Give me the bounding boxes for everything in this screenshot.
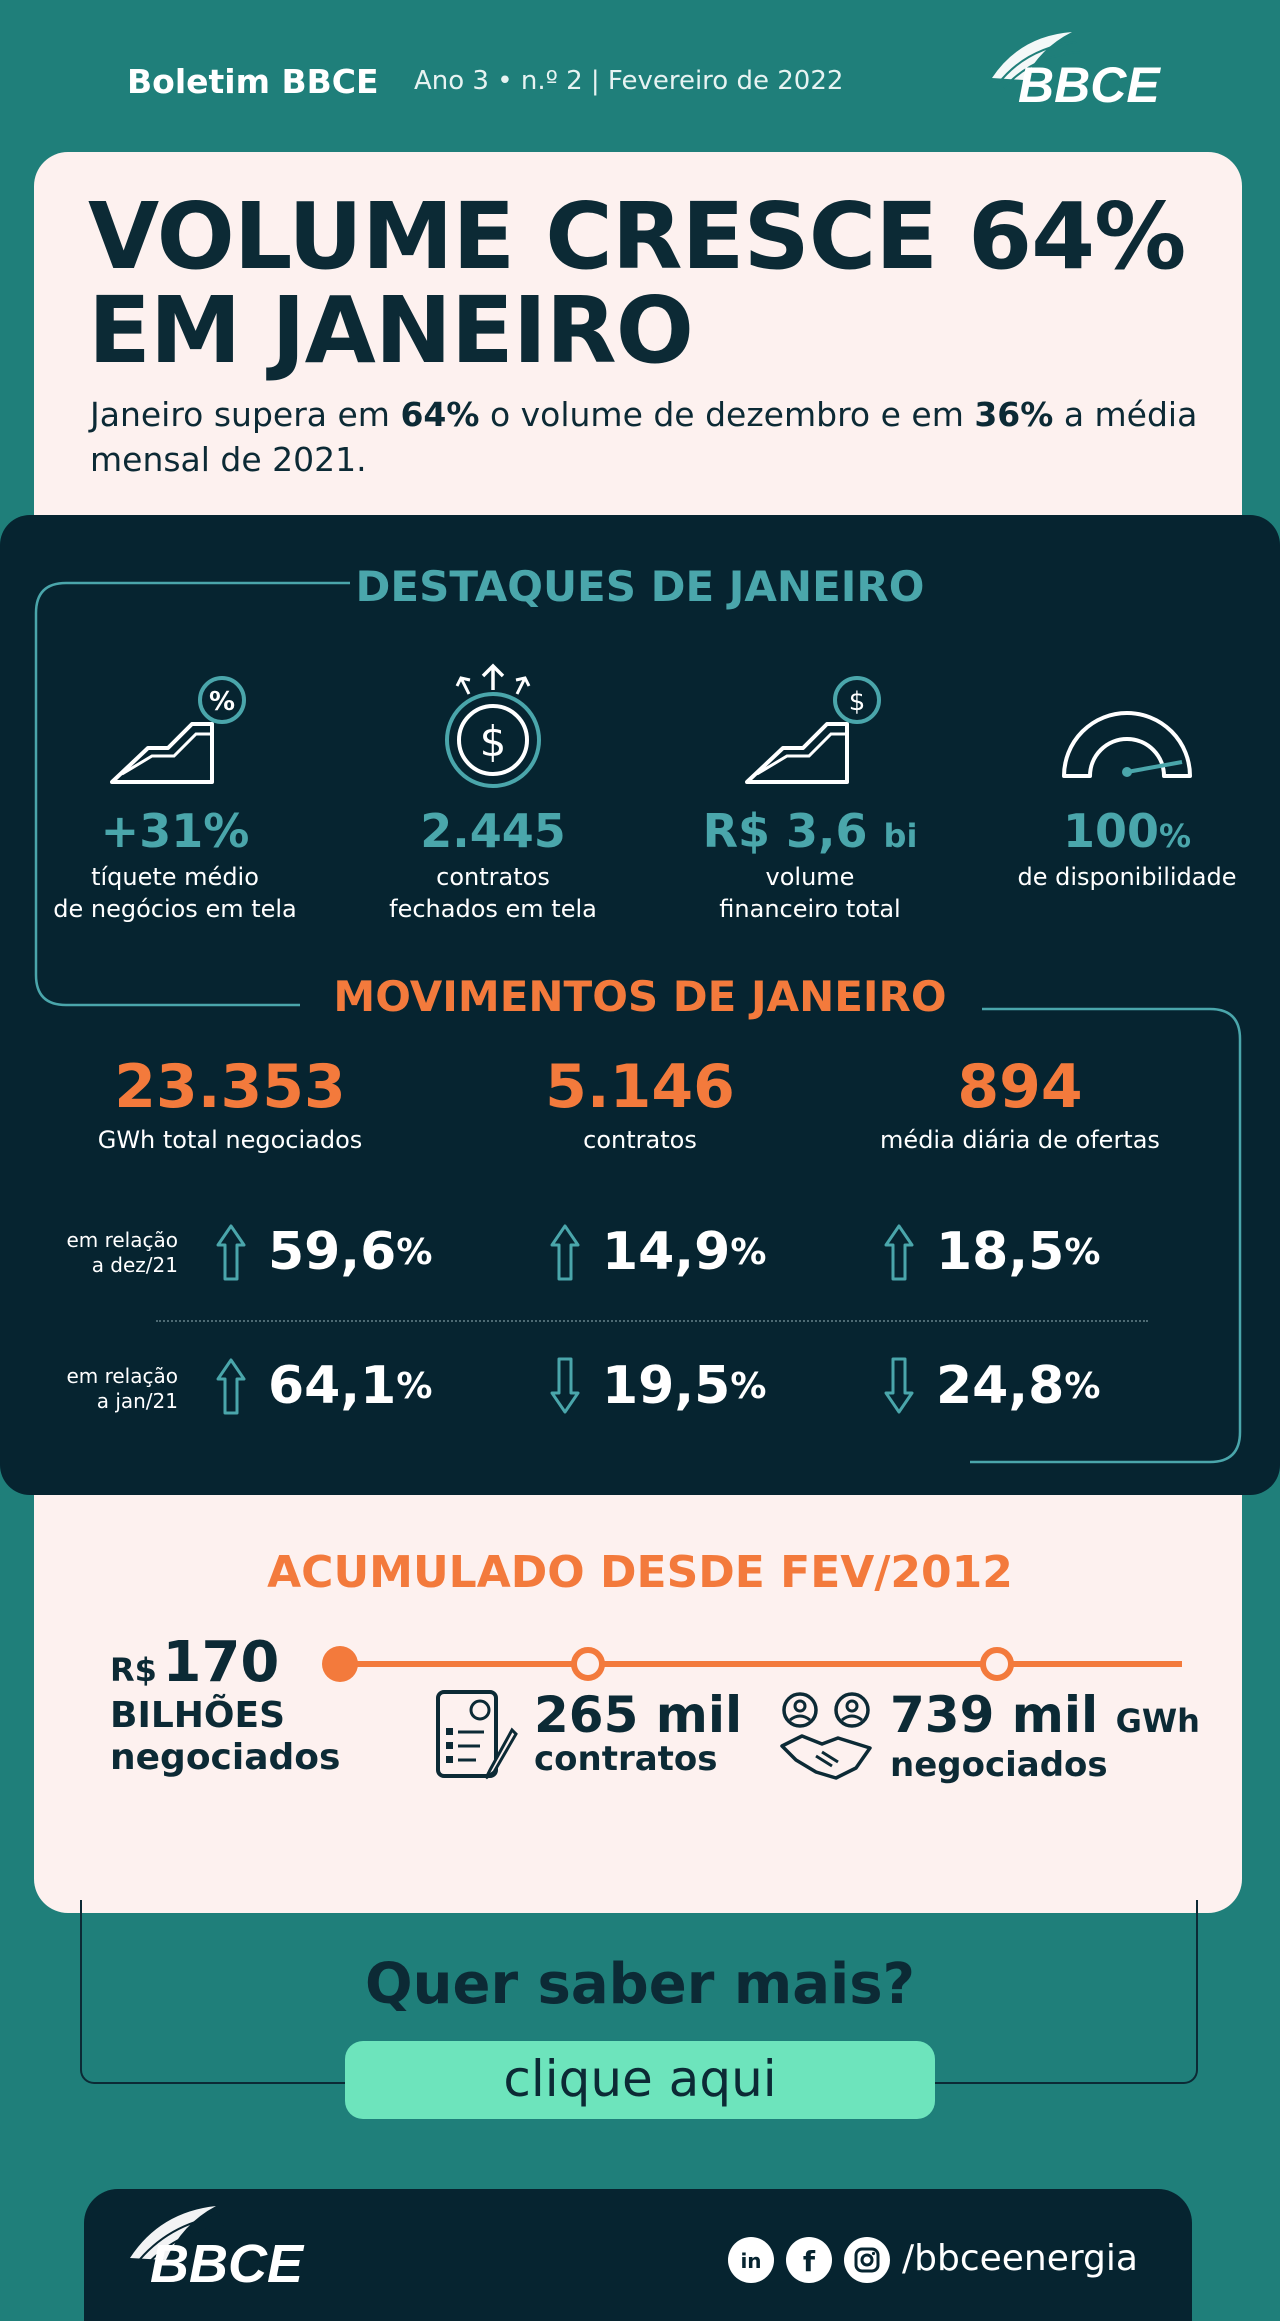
headline-card <box>34 152 1242 532</box>
linkedin-icon[interactable]: in <box>728 2237 774 2283</box>
arrow-up-icon <box>884 1224 914 1281</box>
facebook-icon[interactable]: f <box>786 2237 832 2283</box>
highlight-value: +31% <box>100 804 250 858</box>
arrow-up-icon <box>216 1358 246 1415</box>
timeline-line <box>340 1661 1182 1667</box>
handshake-icon <box>780 1692 872 1780</box>
svg-text:f: f <box>803 2245 816 2278</box>
row-divider <box>156 1320 1148 1322</box>
bbce-logo[interactable]: BBCE <box>980 28 1180 108</box>
movimentos-title: MOVIMENTOS DE JANEIRO <box>333 972 947 1021</box>
acumulado-title: ACUMULADO DESDE FEV/2012 <box>267 1547 1013 1598</box>
metric-label: média diária de ofertas <box>880 1126 1160 1154</box>
dollar-coin-icon: $ <box>445 663 541 788</box>
instagram-icon[interactable] <box>844 2237 890 2283</box>
issue-info: Ano 3 • n.º 2 | Fevereiro de 2022 <box>414 66 844 96</box>
bulletin-title: Boletim BBCE <box>127 62 379 101</box>
destaques-title: DESTAQUES DE JANEIRO <box>355 562 925 611</box>
footer <box>84 2189 1192 2321</box>
accumulated-contracts: 265 mil contratos <box>534 1686 743 1779</box>
row-label-jan21: em relação a jan/21 <box>66 1364 178 1413</box>
headline: VOLUME CRESCE 64% EM JANEIRO <box>88 190 1208 378</box>
accumulated-card <box>34 1495 1242 1913</box>
svg-text:$: $ <box>480 717 507 766</box>
highlight-value: 100 <box>1062 804 1159 858</box>
arrow-down-icon <box>884 1357 914 1414</box>
timeline-dot <box>571 1647 605 1681</box>
svg-text:$: $ <box>849 687 866 717</box>
timeline-start-dot <box>322 1646 358 1682</box>
svg-text:BBCE: BBCE <box>1018 57 1161 108</box>
timeline-dot <box>980 1647 1014 1681</box>
arrow-down-icon <box>550 1357 580 1414</box>
accumulated-money: R$ 170 BILHÕES negociados <box>110 1630 341 1778</box>
headline-line-1: VOLUME CRESCE 64% <box>88 183 1186 290</box>
highlight-label-2: financeiro total <box>719 895 901 923</box>
highlight-value: R$ 3,6 <box>702 804 868 858</box>
svg-text:%: % <box>209 687 235 717</box>
highlight-unit: % <box>1158 817 1192 855</box>
growth-percent-icon: % <box>110 676 246 784</box>
highlight-contracts: $ 2.445 contratos fechados em tela <box>328 660 658 924</box>
svg-text:BBCE: BBCE <box>150 2234 305 2290</box>
highlight-label-2: de negócios em tela <box>53 895 297 923</box>
arrow-up-icon <box>216 1224 246 1281</box>
svg-text:in: in <box>740 2249 761 2273</box>
contract-document-icon <box>436 1690 518 1780</box>
headline-subtitle: Janeiro supera em 64% o volume de dezemb… <box>90 395 1198 479</box>
metric-offers: 894 média diária de ofertas <box>830 1052 1210 1154</box>
change-contracts-jan21: 19,5% <box>550 1356 766 1416</box>
metric-label: GWh total negociados <box>97 1126 363 1154</box>
metric-value: 5.146 <box>545 1052 735 1122</box>
footer-bbce-logo[interactable]: BBCE <box>120 2200 340 2290</box>
change-gwh-jan21: 64,1% <box>216 1356 432 1416</box>
click-here-button[interactable]: clique aqui <box>345 2041 935 2119</box>
accumulated-gwh: 739 mil GWh negociados <box>890 1686 1200 1785</box>
headline-line-2: EM JANEIRO <box>88 277 694 384</box>
highlight-value: 2.445 <box>420 804 566 858</box>
arrow-up-icon <box>550 1224 580 1281</box>
change-offers-jan21: 24,8% <box>884 1356 1100 1416</box>
social-handle[interactable]: /bbceenergia <box>902 2238 1138 2279</box>
row-label-dez21: em relação a dez/21 <box>66 1228 178 1277</box>
highlight-label-1: de disponibilidade <box>1017 863 1237 891</box>
highlight-label-1: tíquete médio <box>91 863 259 891</box>
change-gwh-dez21: 59,6% <box>216 1222 432 1282</box>
highlight-unit: bi <box>883 817 918 855</box>
highlight-label-2: fechados em tela <box>389 895 597 923</box>
metric-gwh: 23.353 GWh total negociados <box>40 1052 420 1154</box>
change-offers-dez21: 18,5% <box>884 1222 1100 1282</box>
metric-contracts: 5.146 contratos <box>450 1052 830 1154</box>
cta-question: Quer saber mais? <box>364 1952 916 2017</box>
highlight-label-1: volume <box>765 863 855 891</box>
highlight-ticket: % +31% tíquete médio de negócios em tela <box>10 660 340 924</box>
growth-dollar-icon: $ <box>745 676 881 784</box>
metric-label: contratos <box>583 1126 697 1154</box>
gauge-icon <box>1062 711 1192 778</box>
highlight-availability: 100% de disponibilidade <box>962 660 1280 892</box>
change-contracts-dez21: 14,9% <box>550 1222 766 1282</box>
highlight-label-1: contratos <box>436 863 550 891</box>
highlight-volume: $ R$ 3,6 bi volume financeiro total <box>645 660 975 924</box>
metric-value: 23.353 <box>114 1052 346 1122</box>
metric-value: 894 <box>957 1052 1083 1122</box>
